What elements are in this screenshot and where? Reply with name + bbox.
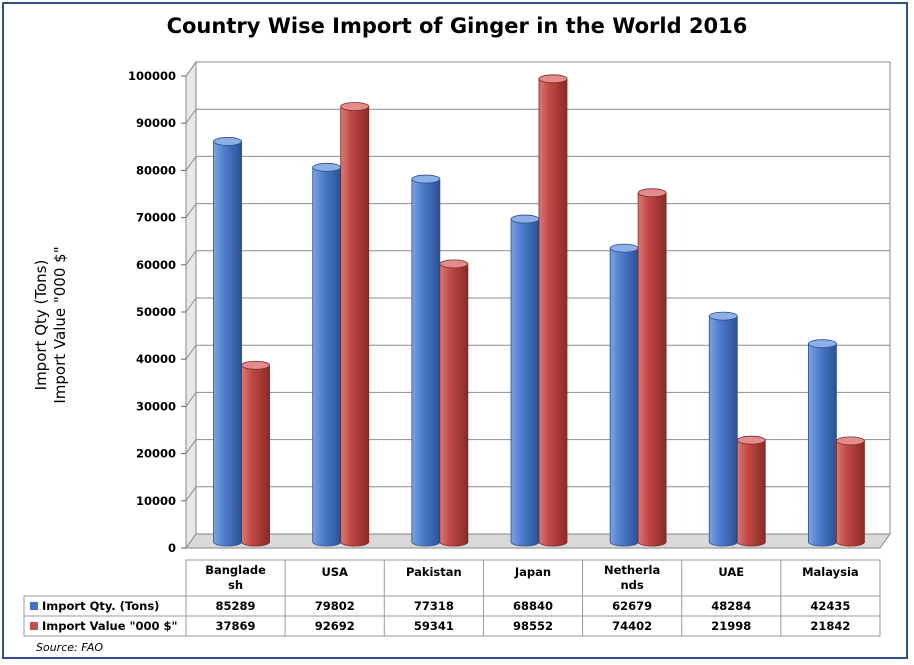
bar-body xyxy=(213,141,242,547)
bar-top xyxy=(510,214,540,224)
bar xyxy=(312,162,342,547)
table-value: 98552 xyxy=(513,619,553,633)
table-value: 42435 xyxy=(810,599,850,613)
table-value: 37869 xyxy=(216,619,256,633)
bar-top xyxy=(609,243,639,253)
bar-body xyxy=(808,343,837,547)
y-tick-label: 90000 xyxy=(136,116,176,130)
bar-body xyxy=(312,166,342,547)
y-tick-label: 20000 xyxy=(136,447,176,461)
bar-top xyxy=(213,137,242,146)
bar xyxy=(510,214,540,547)
table-value: 48284 xyxy=(711,599,751,613)
bar xyxy=(836,436,865,547)
bar-body xyxy=(708,315,738,547)
y-tick-label: 80000 xyxy=(136,163,176,177)
gridline-side xyxy=(185,392,197,407)
y-tick-label: 100000 xyxy=(128,69,176,83)
bar xyxy=(340,102,370,547)
gridline-side xyxy=(185,156,197,171)
bar xyxy=(609,243,639,547)
bars xyxy=(213,74,865,547)
bar xyxy=(637,188,667,547)
y-tick-label: 50000 xyxy=(136,305,176,319)
gridline-side xyxy=(185,297,197,313)
category-label: USA xyxy=(321,565,348,579)
category-label: nds xyxy=(620,578,643,592)
y-tick-label: 40000 xyxy=(136,352,176,366)
gridline-side xyxy=(185,250,197,266)
bar-body xyxy=(340,106,370,547)
bar-body xyxy=(538,78,568,547)
bar xyxy=(538,74,568,547)
bar xyxy=(411,174,441,547)
bar-top xyxy=(439,259,469,269)
table-value: 85289 xyxy=(216,599,256,613)
bar xyxy=(439,259,469,547)
bar-top xyxy=(637,188,667,198)
bar-top xyxy=(538,74,568,84)
y-tick-label: 60000 xyxy=(136,258,176,272)
bar xyxy=(708,311,738,547)
gridline-side xyxy=(185,439,197,454)
bar-body xyxy=(609,247,639,547)
table-value: 68840 xyxy=(513,599,553,613)
table-value: 79802 xyxy=(315,599,355,613)
y-tick-label: 30000 xyxy=(136,399,176,413)
y-tick-label: 70000 xyxy=(136,211,176,225)
bar-top xyxy=(836,436,865,446)
gridline-side xyxy=(185,486,197,502)
bar xyxy=(241,360,270,547)
category-label: Malaysia xyxy=(802,565,859,579)
legend-swatch xyxy=(30,622,38,630)
y-tick-label: 10000 xyxy=(136,494,176,508)
bar-top xyxy=(808,339,837,349)
gridline-side xyxy=(185,344,197,360)
table-value: 92692 xyxy=(315,619,355,633)
legend-label: Import Qty. (Tons) xyxy=(42,599,159,613)
y-tick-label: 0 xyxy=(168,541,176,555)
table-value: 21842 xyxy=(810,619,850,633)
gridline-side xyxy=(185,203,197,218)
bar-body xyxy=(836,440,865,547)
bar-body xyxy=(637,192,667,547)
category-label: UAE xyxy=(718,565,744,579)
bar xyxy=(736,435,766,547)
grid-lines xyxy=(181,61,890,549)
table-value: 74402 xyxy=(612,619,652,633)
category-label: Japan xyxy=(514,565,551,579)
y-tick-labels: 0 10000 20000 30000 40000 50000 60000 70000 8000… xyxy=(128,69,176,555)
bar-body xyxy=(510,218,540,547)
table-value: 59341 xyxy=(414,619,454,633)
category-label: sh xyxy=(228,578,243,592)
bar-top xyxy=(411,174,441,184)
bar-top xyxy=(708,311,738,321)
bar-top xyxy=(312,162,342,172)
category-label: Netherla xyxy=(604,563,660,577)
bar-body xyxy=(411,178,441,547)
table-value: 62679 xyxy=(612,599,652,613)
gridline-side xyxy=(185,108,197,124)
bar-body xyxy=(736,439,766,547)
bar-top xyxy=(241,360,270,370)
bar-top xyxy=(340,102,370,111)
table-value: 77318 xyxy=(414,599,454,613)
bar xyxy=(808,339,837,547)
legend-label: Import Value "000 $" xyxy=(42,619,178,633)
bar xyxy=(213,137,242,547)
chart-title: Country Wise Import of Ginger in the Wor… xyxy=(166,14,748,38)
legend-swatch xyxy=(30,602,38,610)
bar-body xyxy=(241,364,270,547)
bar-body xyxy=(439,263,469,547)
gridline-side xyxy=(185,61,197,77)
bar-top xyxy=(736,435,766,445)
category-label: Banglade xyxy=(205,563,266,577)
table-value: 21998 xyxy=(711,619,751,633)
source-note: Source: FAO xyxy=(36,641,104,654)
category-label: Pakistan xyxy=(406,565,462,579)
